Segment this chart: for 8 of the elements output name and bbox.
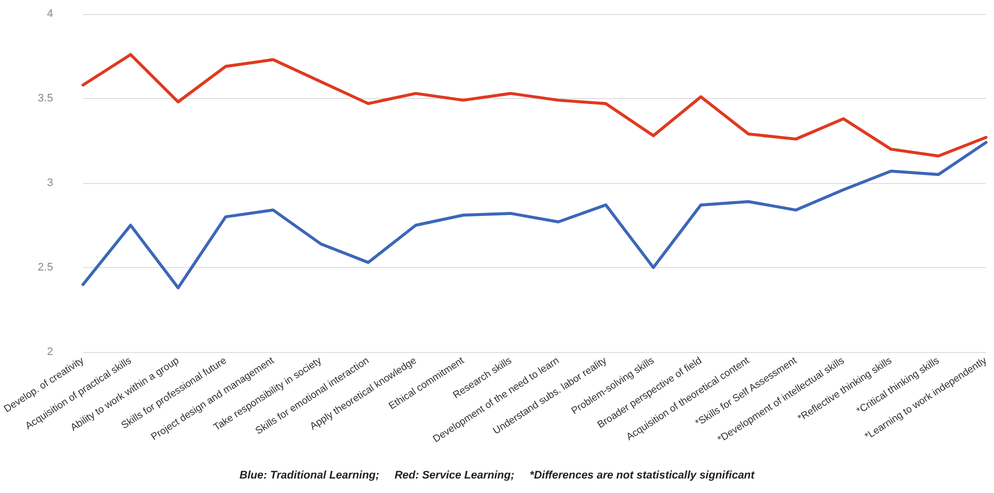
- line-series: [82, 53, 988, 158]
- y-tick-label: 3: [46, 177, 54, 189]
- y-tick-label: 2: [46, 346, 54, 358]
- line-series: [82, 140, 988, 290]
- y-tick-label: 3.5: [38, 92, 54, 104]
- y-tick-label: 4: [46, 8, 54, 20]
- text: Blue: Traditional Learning; Red: Service Learning; *Differences are not statistically significant: [240, 470, 756, 482]
- y-tick-label: 2.5: [38, 262, 54, 274]
